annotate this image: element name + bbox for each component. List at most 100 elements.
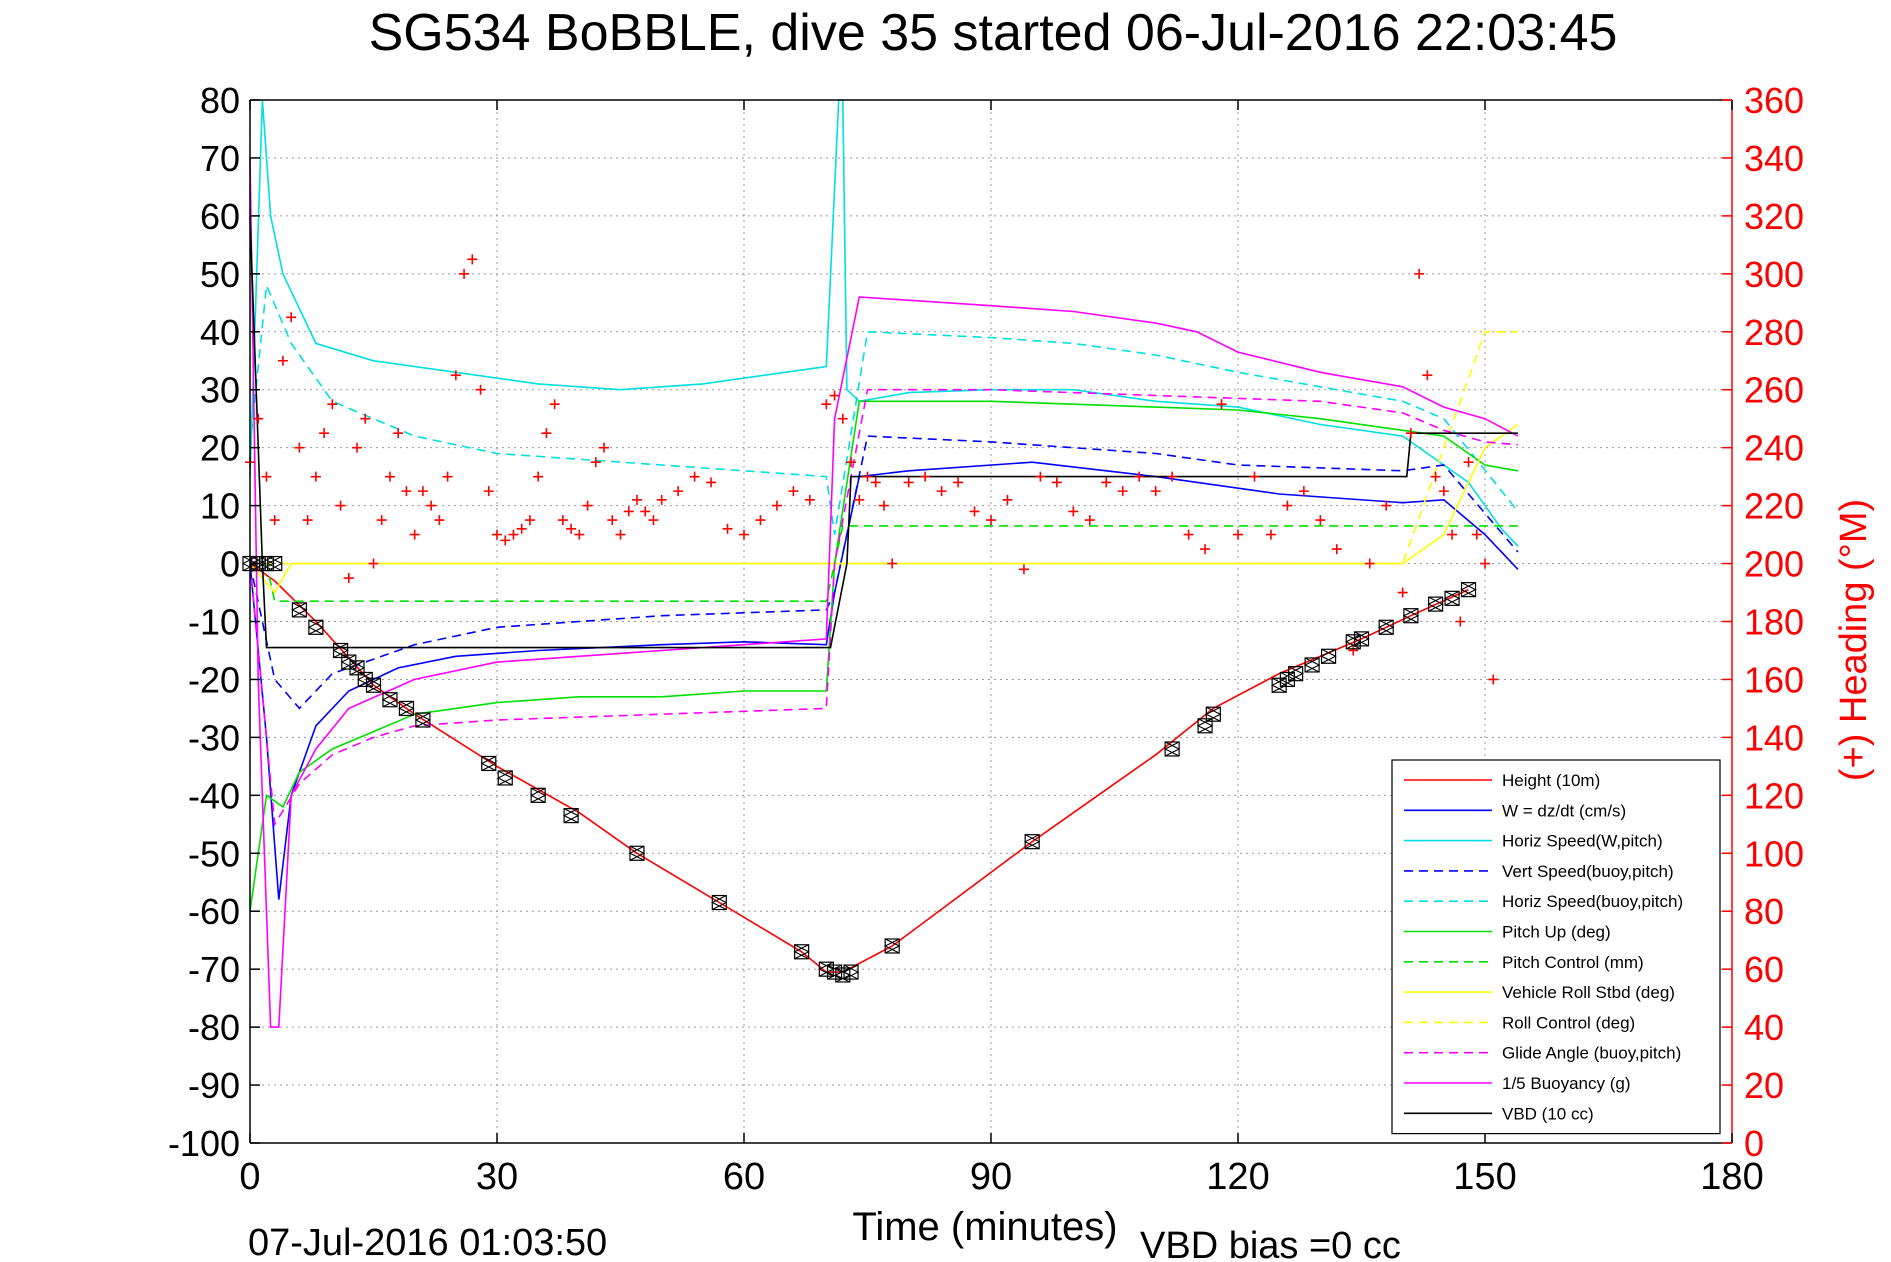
legend-label: Glide Angle (buoy,pitch) <box>1502 1044 1681 1063</box>
y-tick-label: -100 <box>168 1123 240 1164</box>
heading-point <box>862 471 873 482</box>
marker-triangle <box>1205 706 1222 722</box>
marker-box <box>1444 590 1460 606</box>
heading-point <box>401 486 412 497</box>
heading-point <box>656 494 667 505</box>
heading-point <box>1084 515 1095 526</box>
y-tick-label: -50 <box>188 833 240 874</box>
legend-label: Roll Control (deg) <box>1502 1013 1635 1032</box>
marker-triangle <box>1163 741 1181 757</box>
heading-point <box>936 486 947 497</box>
series-line <box>249 562 1469 973</box>
legend-label: Pitch Up (deg) <box>1502 923 1611 942</box>
heading-point <box>524 515 535 526</box>
y2-tick-label: 360 <box>1744 80 1804 121</box>
legend-label: Vehicle Roll Stbd (deg) <box>1502 983 1675 1002</box>
heading-point <box>1381 500 1392 511</box>
heading-point <box>1183 529 1194 540</box>
heading-markers <box>245 254 1507 801</box>
x-tick-label: 90 <box>970 1156 1012 1198</box>
marker-triangle <box>497 770 514 786</box>
series-line <box>249 157 1519 1028</box>
y-tick-label: 70 <box>200 138 240 179</box>
x-axis-label: Time (minutes) <box>852 1205 1117 1249</box>
y-tick-label: 80 <box>200 80 240 121</box>
y-tick-label: -60 <box>188 891 240 932</box>
y2-tick-label: 20 <box>1744 1065 1784 1106</box>
heading-point <box>1405 428 1416 439</box>
series-lines <box>249 99 1519 1028</box>
y-tick-label: 10 <box>200 486 240 527</box>
heading-point <box>870 477 881 488</box>
heading-point <box>508 529 519 540</box>
heading-point <box>846 457 857 468</box>
footer-date: 07-Jul-2016 01:03:50 <box>248 1222 607 1262</box>
marker-triangle <box>1303 657 1321 673</box>
depth-markers <box>241 555 1477 983</box>
y2-tick-label: 100 <box>1744 833 1804 874</box>
marker-triangle <box>1377 619 1395 635</box>
heading-point <box>771 500 782 511</box>
heading-point <box>582 500 593 511</box>
heading-point <box>253 413 264 424</box>
heading-point <box>788 486 799 497</box>
heading-point <box>631 494 642 505</box>
heading-point <box>878 500 889 511</box>
heading-point <box>1447 529 1458 540</box>
y-tick-label: 40 <box>200 312 240 353</box>
heading-point <box>1167 471 1178 482</box>
heading-point <box>986 515 996 526</box>
heading-point <box>903 477 914 488</box>
heading-point <box>648 515 659 526</box>
heading-point <box>607 515 618 526</box>
heading-point <box>1480 558 1490 569</box>
heading-point <box>475 384 486 395</box>
heading-point <box>450 370 461 381</box>
heading-point <box>739 529 749 540</box>
heading-point <box>343 573 354 584</box>
heading-point <box>623 506 634 517</box>
heading-point <box>1463 457 1474 468</box>
y2-tick-label: 160 <box>1744 659 1804 700</box>
heading-point <box>294 442 305 453</box>
marker-triangle <box>1320 648 1337 664</box>
marker-triangle <box>1270 677 1288 693</box>
x-tick-label: 120 <box>1206 1156 1269 1198</box>
series-line <box>249 388 1518 827</box>
heading-point <box>549 399 560 410</box>
marker-triangle <box>398 700 415 716</box>
heading-point <box>1233 529 1243 540</box>
heading-point <box>1315 515 1326 526</box>
heading-point <box>1018 564 1029 575</box>
heading-point <box>887 558 898 569</box>
heading-point <box>516 523 527 534</box>
heading-point <box>335 500 346 511</box>
legend-label: Horiz Speed(W,pitch) <box>1502 832 1663 851</box>
heading-point <box>969 506 980 517</box>
heading-point <box>319 428 330 439</box>
heading-point <box>1331 544 1342 555</box>
heading-point <box>640 506 651 517</box>
y-tick-label: 50 <box>200 254 240 295</box>
y-tick-label: -20 <box>188 659 240 700</box>
chart-title: SG534 BoBBLE, dive 35 started 06-Jul-201… <box>369 4 1618 62</box>
y2-tick-label: 340 <box>1744 138 1804 179</box>
marker-box <box>1271 677 1287 693</box>
legend-label: Pitch Control (mm) <box>1502 953 1644 972</box>
heading-point <box>310 471 321 482</box>
marker-triangle <box>480 755 497 771</box>
marker-triangle <box>1427 596 1444 612</box>
heading-point <box>1414 268 1425 279</box>
y2-tick-label: 280 <box>1744 312 1804 353</box>
marker-triangle <box>1402 608 1420 624</box>
legend-label: Height (10m) <box>1502 771 1600 790</box>
heading-point <box>352 442 363 453</box>
heading-point <box>1438 486 1449 497</box>
marker-triangle <box>1287 666 1304 682</box>
heading-point <box>854 494 865 505</box>
heading-point <box>426 500 437 511</box>
heading-point <box>1364 558 1375 569</box>
y2-tick-label: 240 <box>1744 428 1804 469</box>
heading-point <box>1150 486 1161 497</box>
